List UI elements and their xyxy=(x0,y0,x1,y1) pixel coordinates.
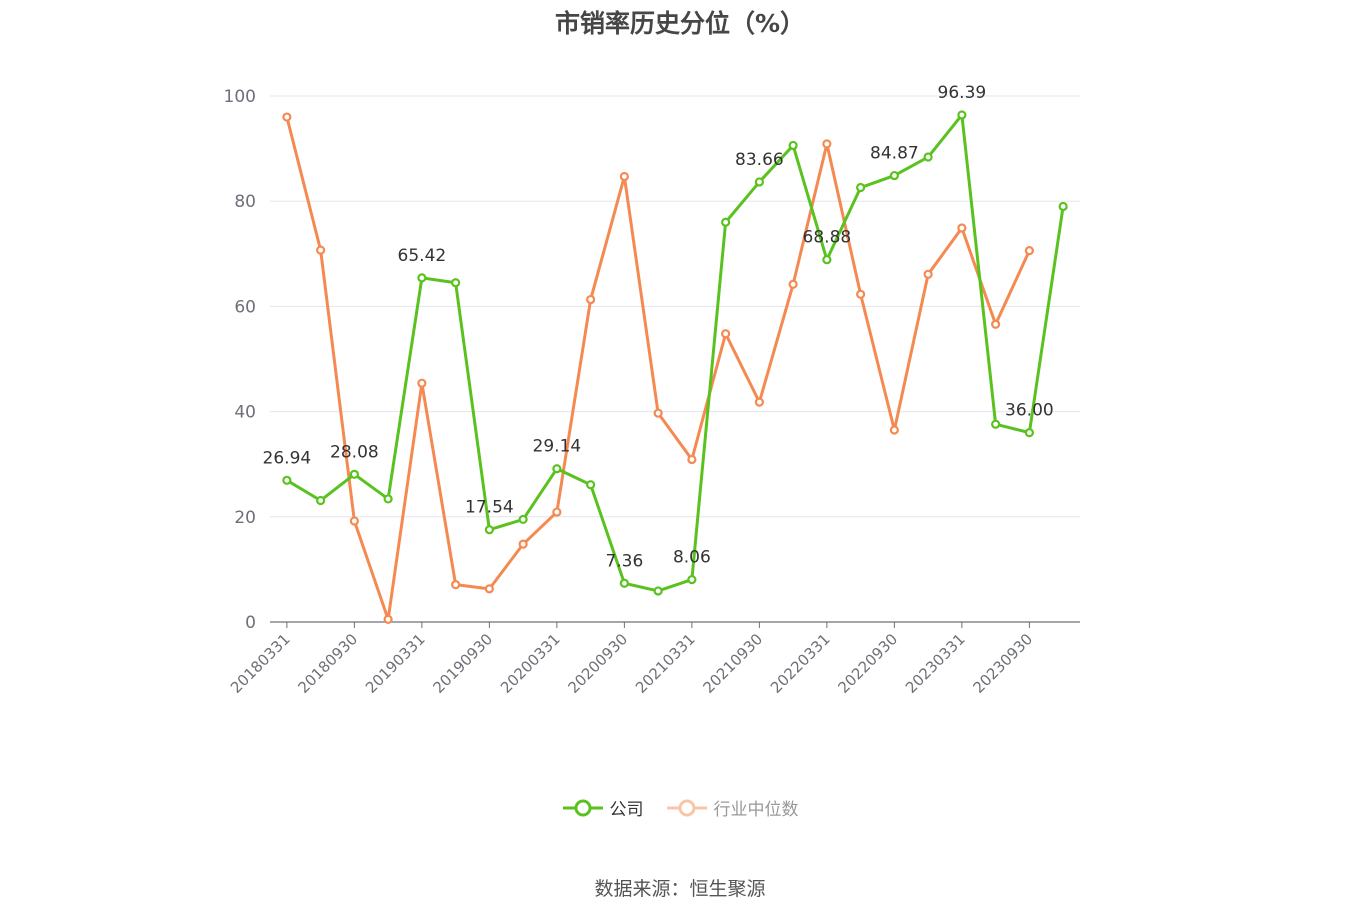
x-tick-label: 20190331 xyxy=(362,630,429,697)
data-point xyxy=(653,408,663,418)
x-tick-label: 20220331 xyxy=(767,630,834,697)
x-tick-label: 20180930 xyxy=(294,630,361,697)
data-point xyxy=(349,516,359,526)
y-tick-label: 20 xyxy=(234,508,256,528)
data-label: 26.94 xyxy=(263,448,312,468)
data-point xyxy=(518,539,528,549)
x-tick-label: 20230930 xyxy=(969,630,1036,697)
data-point xyxy=(349,469,359,479)
data-point xyxy=(957,110,967,120)
data-point xyxy=(586,294,596,305)
data-source-note: 数据来源：恒生聚源 xyxy=(594,878,766,900)
data-point xyxy=(282,112,292,122)
data-point xyxy=(484,584,494,594)
data-point xyxy=(687,575,697,585)
data-point xyxy=(417,273,427,283)
data-point xyxy=(721,329,731,339)
data-point xyxy=(586,480,596,490)
data-point xyxy=(619,171,629,182)
data-label: 28.08 xyxy=(330,442,379,462)
data-point xyxy=(889,425,899,435)
data-label: 83.66 xyxy=(735,150,784,170)
data-label: 65.42 xyxy=(398,246,447,266)
legend-label-company: 公司 xyxy=(609,800,644,820)
data-point xyxy=(316,245,326,255)
data-point xyxy=(822,139,832,149)
data-point xyxy=(754,177,764,187)
data-point xyxy=(383,614,393,624)
data-label: 8.06 xyxy=(673,548,711,568)
data-point xyxy=(856,182,866,193)
chart-title: 市销率历史分位（%） xyxy=(554,9,806,38)
data-label: 84.87 xyxy=(870,144,919,164)
data-point xyxy=(721,217,731,227)
y-tick-label: 40 xyxy=(234,403,256,423)
legend-item-company[interactable]: 公司 xyxy=(562,795,644,820)
x-tick-label: 20190930 xyxy=(429,630,496,697)
y-tick-label: 60 xyxy=(234,297,256,317)
x-tick-label: 20200930 xyxy=(564,630,631,697)
data-label: 29.14 xyxy=(533,437,582,457)
data-point xyxy=(1024,428,1034,438)
data-point xyxy=(518,514,528,525)
data-point xyxy=(1024,246,1034,256)
data-point xyxy=(991,419,1001,429)
data-point xyxy=(923,152,933,162)
data-point xyxy=(687,454,697,465)
series-line-0 xyxy=(286,113,1065,593)
data-point xyxy=(451,580,461,590)
x-tick-label: 20210930 xyxy=(699,630,766,697)
y-tick-label: 100 xyxy=(224,87,256,107)
data-label: 68.88 xyxy=(803,228,852,248)
data-point xyxy=(889,170,899,181)
x-tick-label: 20200331 xyxy=(497,630,564,697)
data-point xyxy=(653,586,663,596)
data-point xyxy=(1058,201,1068,212)
legend-line-circle-icon xyxy=(562,799,603,816)
data-point xyxy=(417,378,427,388)
data-point xyxy=(957,223,967,233)
series-line-1 xyxy=(285,116,1031,621)
data-point xyxy=(552,507,562,517)
data-label: 7.36 xyxy=(605,551,643,571)
data-point xyxy=(856,289,866,299)
y-tick-label: 0 xyxy=(245,613,256,633)
data-point xyxy=(822,255,832,265)
data-point xyxy=(788,140,798,151)
data-point xyxy=(552,464,562,474)
data-label: 96.39 xyxy=(938,83,987,103)
data-point xyxy=(788,279,798,289)
data-point xyxy=(316,495,326,506)
data-point xyxy=(383,494,393,504)
y-tick-label: 80 xyxy=(234,192,256,212)
x-tick-label: 20230331 xyxy=(902,630,969,697)
data-point xyxy=(991,319,1001,329)
data-label: 36.00 xyxy=(1005,401,1054,421)
legend-label-industry-median: 行业中位数 xyxy=(713,800,799,820)
x-tick-label: 20220930 xyxy=(834,630,901,697)
data-point xyxy=(484,525,494,535)
data-point xyxy=(451,278,461,288)
x-tick-label: 20180331 xyxy=(227,630,294,697)
legend-item-industry-median[interactable]: 行业中位数 xyxy=(666,795,799,820)
x-tick-label: 20210331 xyxy=(632,630,699,697)
data-point xyxy=(923,269,933,279)
data-point xyxy=(754,397,764,407)
legend: 公司 行业中位数 xyxy=(0,795,1360,820)
data-point xyxy=(282,475,292,485)
data-label: 17.54 xyxy=(465,498,514,518)
data-point xyxy=(619,578,629,588)
legend-line-circle-icon xyxy=(666,799,707,816)
